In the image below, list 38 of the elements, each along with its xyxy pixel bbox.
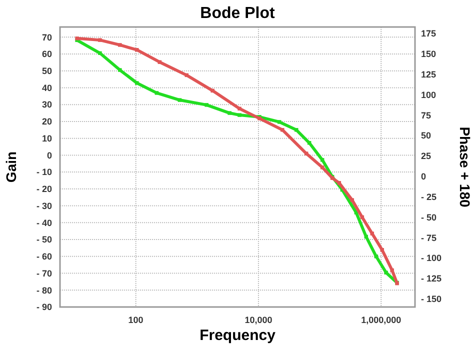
y-axis-title: Gain (3, 151, 19, 183)
y2-tick-label: 100 (421, 90, 436, 100)
y-tick-label: 70 (42, 32, 52, 42)
y2-tick-label: 75 (421, 110, 432, 120)
y-tick-label: - 30 (36, 200, 52, 211)
y-tick-label: - 60 (36, 252, 52, 262)
x-tick-label: 10,000 (244, 315, 272, 325)
y2-tick-label: - 75 (421, 232, 437, 243)
y2-tick-label: 0 (421, 172, 426, 182)
y2-tick-label: 25 (421, 151, 432, 162)
x-tick-label: 1,000,000 (361, 315, 402, 325)
y-tick-label: - 40 (36, 218, 52, 228)
y2-tick-label: 150 (421, 49, 436, 60)
y2-tick-label: - 50 (421, 212, 437, 222)
y-tick-label: 20 (42, 116, 52, 127)
y2-tick-label: - 25 (421, 192, 437, 202)
y-tick-label: 50 (42, 66, 52, 76)
y2-tick-label: 50 (421, 130, 432, 141)
y-tick-label: - 90 (36, 302, 52, 312)
y-tick-label: 0 (46, 150, 52, 160)
y2-tick-label: - 150 (421, 294, 442, 304)
y2-tick-label: 125 (421, 69, 436, 80)
y-tick-label: 10 (42, 133, 52, 144)
y2-tick-label: - 125 (421, 274, 442, 284)
chart-title: Bode Plot (200, 5, 276, 22)
y-tick-label: - 80 (36, 285, 52, 296)
y-tick-label: - 50 (36, 234, 52, 245)
y-tick-label: - 10 (36, 167, 52, 178)
y2-axis-title: Phase + 180 (457, 126, 473, 208)
y-tick-label: - 20 (36, 184, 52, 194)
y2-tick-label: 175 (421, 28, 436, 39)
x-tick-label: 100 (128, 315, 144, 325)
y-tick-label: - 70 (36, 268, 52, 278)
y2-tick-label: - 100 (421, 253, 442, 264)
x-axis-title: Frequency (200, 327, 276, 344)
y-tick-label: 30 (42, 100, 52, 110)
y-tick-label: 60 (42, 49, 52, 60)
y-tick-label: 40 (42, 82, 52, 93)
